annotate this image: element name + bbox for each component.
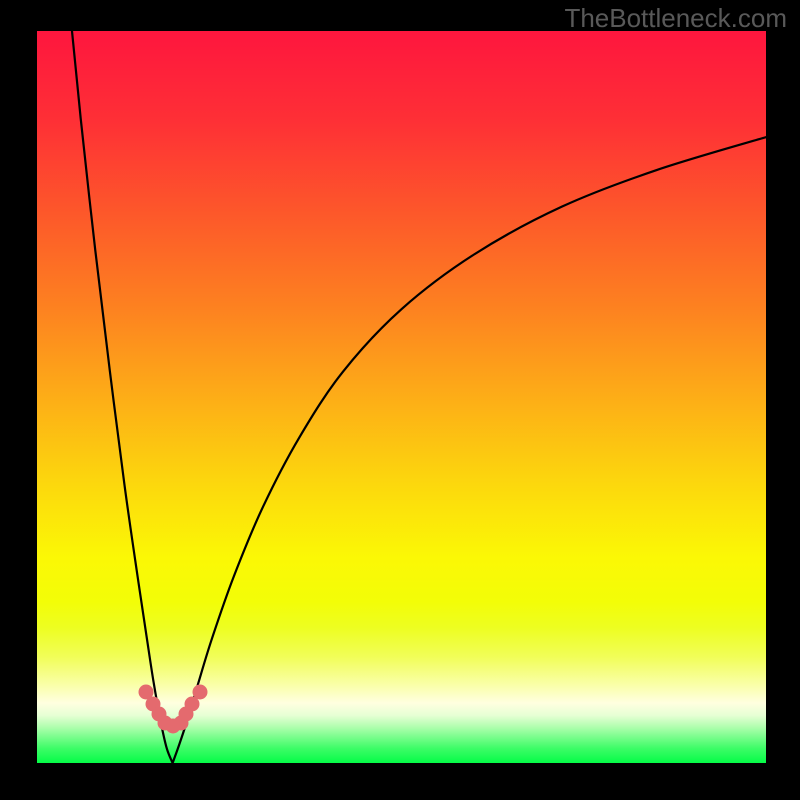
marker-layer	[37, 31, 766, 763]
watermark-text: TheBottleneck.com	[564, 3, 787, 34]
chart-canvas: TheBottleneck.com	[0, 0, 800, 800]
plot-area	[37, 31, 766, 763]
curve-marker	[192, 684, 207, 699]
